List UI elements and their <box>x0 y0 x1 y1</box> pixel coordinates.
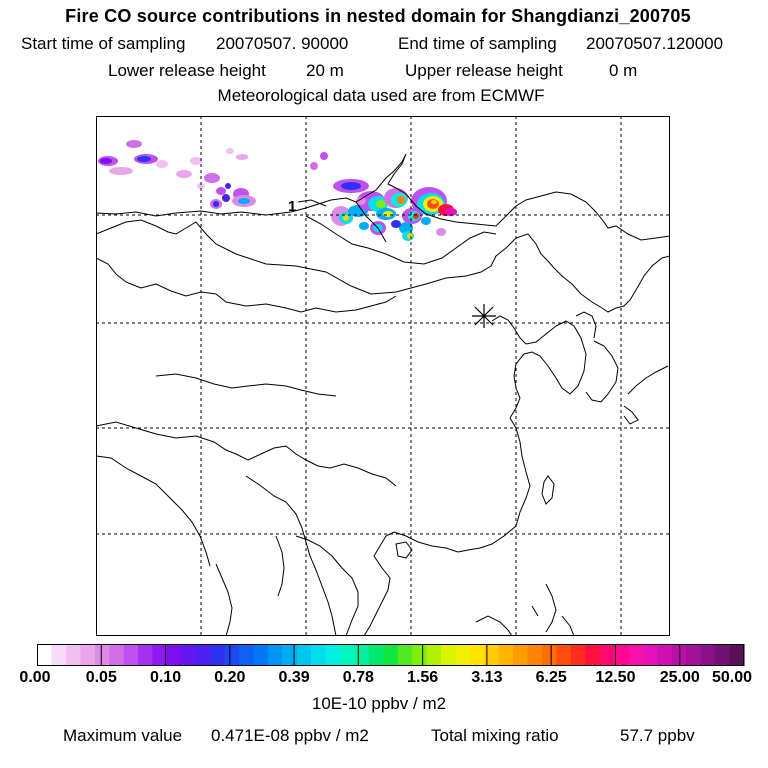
colorbar-cell <box>426 644 442 666</box>
colorbar-cell <box>455 644 471 666</box>
colorbar-cells <box>37 644 745 666</box>
colorbar-tick-label: 0.20 <box>214 669 246 686</box>
colorbar-cell <box>51 644 67 666</box>
colorbar-cell <box>195 644 211 666</box>
colorbar-cell <box>166 644 182 666</box>
colorbar-cell <box>570 644 586 666</box>
total-mixing-label: Total mixing ratio <box>431 726 559 745</box>
colorbar-tick-label: 0.78 <box>342 669 374 686</box>
colorbar-cell <box>412 644 428 666</box>
colorbar-cell <box>657 644 673 666</box>
met-data-line: Meteorological data used are from ECMWF <box>217 86 545 105</box>
lower-release-label: Lower release height <box>108 61 266 80</box>
colorbar <box>37 644 745 666</box>
colorbar-cell <box>37 644 53 666</box>
graticule-layer <box>96 116 670 636</box>
colorbar-tick-label: 6.25 <box>535 669 567 686</box>
colorbar-cell <box>181 644 197 666</box>
colorbar-cell <box>498 644 514 666</box>
colorbar-cell <box>729 644 745 666</box>
colorbar-tick-label: 25.00 <box>659 669 700 686</box>
colorbar-cell <box>282 644 298 666</box>
colorbar-cell <box>311 644 327 666</box>
colorbar-cell <box>643 644 659 666</box>
colorbar-cell <box>469 644 485 666</box>
colorbar-tick-label: 3.13 <box>471 669 503 686</box>
lower-release-value: 20 m <box>306 61 344 80</box>
colorbar-cell <box>253 644 269 666</box>
receptor-asterisk-icon <box>472 304 496 328</box>
colorbar-cell <box>527 644 543 666</box>
colorbar-cell <box>94 644 110 666</box>
colorbar-cell <box>700 644 716 666</box>
colorbar-tick-label: 1.56 <box>407 669 439 686</box>
colorbar-cell <box>383 644 399 666</box>
colorbar-cell <box>368 644 384 666</box>
upper-release-label: Upper release height <box>405 61 563 80</box>
colorbar-tick-label: 50.00 <box>711 669 753 686</box>
colorbar-cell <box>138 644 154 666</box>
colorbar-tick-label: 12.50 <box>595 669 636 686</box>
colorbar-cell <box>614 644 630 666</box>
colorbar-units: 10E-10 ppbv / m2 <box>311 694 447 713</box>
colorbar-cell <box>686 644 702 666</box>
colorbar-cell <box>123 644 139 666</box>
start-time-label: Start time of sampling <box>21 34 186 53</box>
colorbar-cell <box>340 644 356 666</box>
map-frame <box>96 116 670 636</box>
colorbar-tick-marks <box>100 644 681 666</box>
colorbar-cell <box>542 644 558 666</box>
colorbar-cell <box>628 644 644 666</box>
colorbar-cell <box>715 644 731 666</box>
colorbar-cell <box>296 644 312 666</box>
colorbar-cell <box>556 644 572 666</box>
colorbar-cell <box>599 644 615 666</box>
upper-release-value: 0 m <box>609 61 638 80</box>
colorbar-cell <box>585 644 601 666</box>
colorbar-cell <box>325 644 341 666</box>
colorbar-cell <box>109 644 125 666</box>
colorbar-tick-label: 0.39 <box>278 669 310 686</box>
max-value-label: Maximum value <box>63 726 183 745</box>
colorbar-tick-label: 0.10 <box>149 669 182 686</box>
end-time-value: 20070507.120000 <box>586 34 724 53</box>
contour-label: 1 <box>288 198 296 215</box>
end-time-label: End time of sampling <box>398 34 557 53</box>
map-panel: 1 <box>96 116 670 636</box>
colorbar-cell <box>484 644 500 666</box>
colorbar-cell <box>152 644 168 666</box>
colorbar-cell <box>65 644 81 666</box>
colorbar-cell <box>267 644 283 666</box>
colorbar-tick-label: 0.00 <box>19 669 51 686</box>
colorbar-cell <box>80 644 96 666</box>
colorbar-cell <box>210 644 226 666</box>
plume-layer <box>98 140 457 241</box>
start-time-value: 20070507. 90000 <box>216 34 349 53</box>
colorbar-cell <box>397 644 413 666</box>
colorbar-cell <box>224 644 240 666</box>
total-mixing-value: 57.7 ppbv <box>620 726 695 745</box>
colorbar-tick-label: 0.05 <box>85 669 117 686</box>
colorbar-cell <box>354 644 370 666</box>
colorbar-cell <box>441 644 457 666</box>
map-title: Fire CO source contributions in nested d… <box>65 6 691 26</box>
max-value: 0.471E-08 ppbv / m2 <box>211 726 369 745</box>
colorbar-cell <box>513 644 529 666</box>
colorbar-cell <box>239 644 255 666</box>
